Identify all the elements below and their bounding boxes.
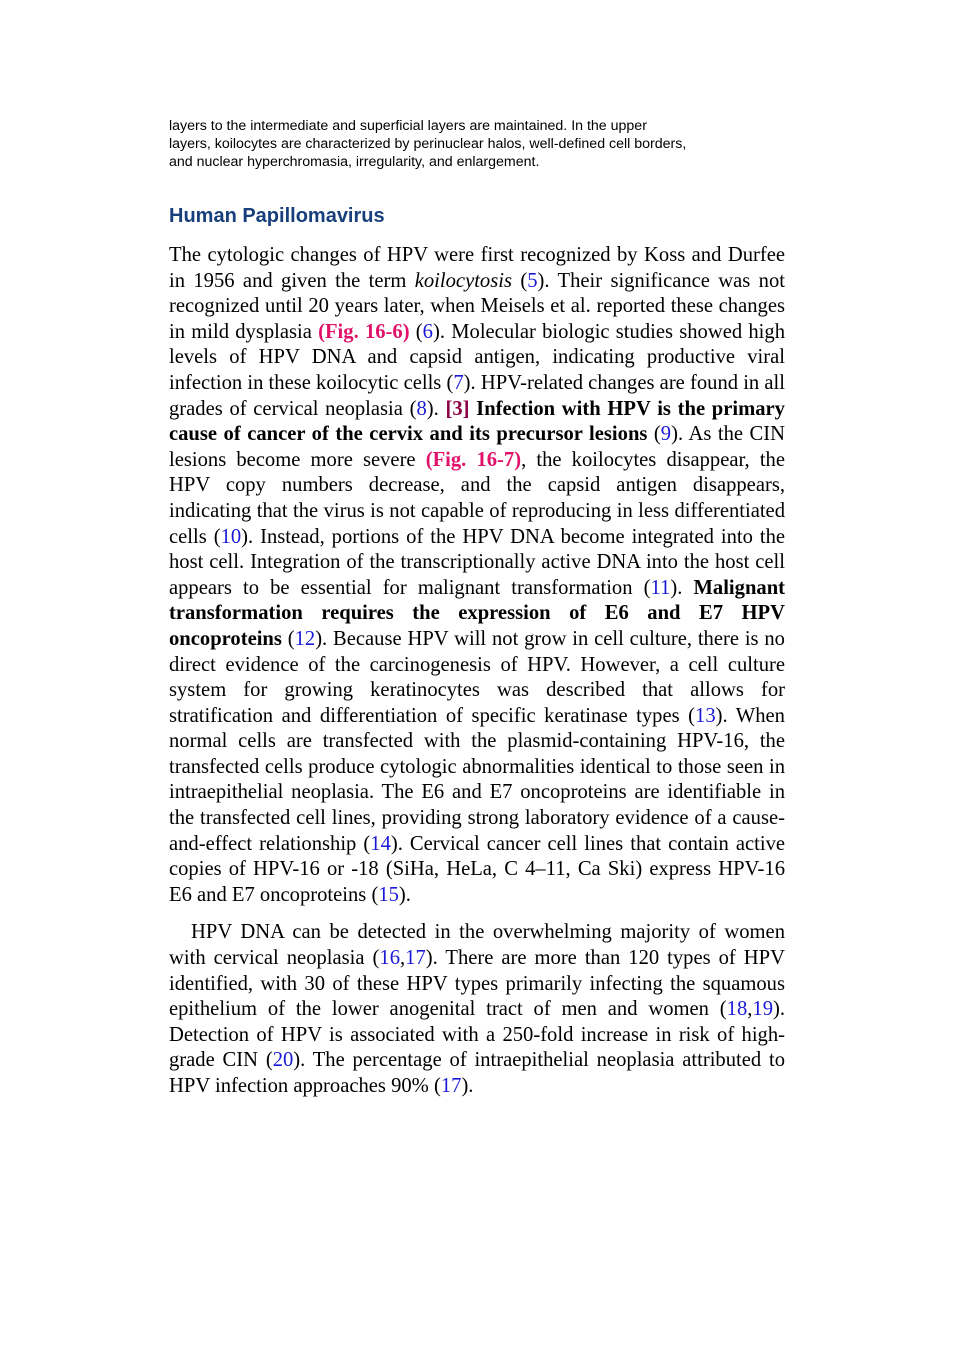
citation-link[interactable]: 13 <box>695 704 716 727</box>
citation-link[interactable]: 9 <box>660 423 672 446</box>
text-run: , <box>399 947 406 970</box>
text-run: The cytologic changes of HPV were first … <box>169 244 785 292</box>
text-run: ( <box>511 269 528 292</box>
citation-link[interactable]: 14 <box>370 832 391 855</box>
text-run: ). <box>398 883 411 906</box>
intro-line: layers to the intermediate and superfici… <box>169 118 647 134</box>
text-run: ). <box>426 397 446 420</box>
citation-link[interactable]: 11 <box>650 576 671 599</box>
intro-line: and nuclear hyperchromasia, irregularity… <box>169 154 540 170</box>
text-run: , the koilocytes disappear, the HPV copy… <box>169 448 785 548</box>
citation-link[interactable]: 17 <box>405 947 426 970</box>
text-run: ). When normal cells are transfected wit… <box>169 704 785 855</box>
text-run: ). Their significance was not recognized… <box>169 269 785 343</box>
figure-reference[interactable]: (Fig. 16-6) <box>318 320 410 343</box>
key-point-marker: [3] <box>445 397 470 420</box>
citation-link[interactable]: 12 <box>294 627 316 650</box>
intro-text: layers to the intermediate and superfici… <box>169 117 809 171</box>
text-run: ( <box>647 423 661 446</box>
text-run: ). Instead, portions of the HPV DNA beco… <box>169 525 786 599</box>
text-run: ). Because HPV will not grow in cell cul… <box>169 627 785 727</box>
citation-link[interactable]: 20 <box>272 1049 294 1072</box>
text-run: ). HPV-related changes are found in all … <box>169 371 785 420</box>
citation-link[interactable]: 10 <box>220 525 242 548</box>
text-run: ). Molecular biologic studies showed hig… <box>169 320 785 394</box>
italic-term: koilocytosis <box>414 269 512 292</box>
section-body: The cytologic changes of HPV were first … <box>169 243 785 1112</box>
citation-link[interactable]: 15 <box>378 883 399 906</box>
citation-link[interactable]: 7 <box>453 371 464 394</box>
text-run: ). <box>461 1075 474 1097</box>
text-run: ). As the CIN lesions become more severe <box>169 423 786 471</box>
text-run: ). <box>670 576 694 599</box>
text-run: ). Cervical cancer cell lines that conta… <box>169 832 785 906</box>
citation-link[interactable]: 16 <box>379 947 400 970</box>
text-run: ( <box>409 320 423 343</box>
citation-link[interactable]: 19 <box>752 998 773 1021</box>
text-run: HPV DNA can be detected in the overwhelm… <box>169 921 785 970</box>
paragraph: The cytologic changes of HPV were first … <box>169 243 785 908</box>
bold-text: Infection with HPV is the primary cause … <box>169 397 785 446</box>
citation-link[interactable]: 5 <box>527 269 538 292</box>
citation-link[interactable]: 8 <box>416 397 427 420</box>
figure-reference[interactable]: (Fig. 16-7) <box>425 448 522 471</box>
bold-text: Malignant transformation requires the ex… <box>169 576 786 650</box>
text-run: , <box>747 998 753 1021</box>
citation-link[interactable]: 6 <box>422 320 433 343</box>
citation-link[interactable]: 18 <box>726 998 748 1021</box>
paragraph: HPV DNA can be detected in the overwhelm… <box>169 920 785 1099</box>
section-heading: Human Papillomavirus <box>169 205 385 227</box>
citation-link[interactable]: 17 <box>440 1075 462 1097</box>
text-run: ). The percentage of intraepithelial neo… <box>169 1049 785 1097</box>
intro-line: layers, koilocytes are characterized by … <box>169 136 687 152</box>
text-run: ). Detection of HPV is associated with a… <box>169 998 785 1072</box>
text-run: ( <box>281 627 295 650</box>
text-run: ). There are more than 120 types of HPV … <box>169 947 785 1021</box>
